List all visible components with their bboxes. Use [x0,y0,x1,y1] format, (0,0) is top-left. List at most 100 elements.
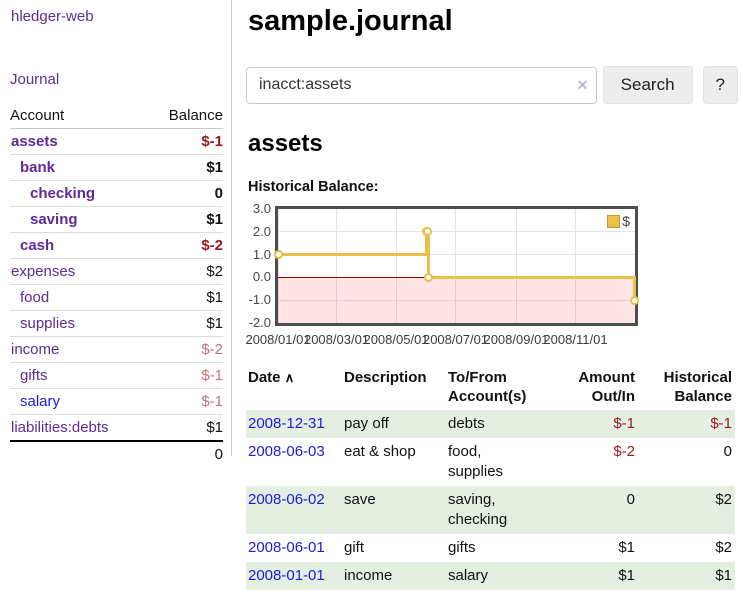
transaction-accounts: debts [448,415,485,432]
transaction-date-link[interactable]: 2008-12-31 [248,415,325,432]
negative-region [278,277,635,323]
y-tick-label: -2.0 [248,315,271,330]
account-link-salary[interactable]: salary [20,393,61,410]
account-balance: $-1 [147,362,223,389]
x-tick-label: 2008/01/01 [245,332,311,347]
help-button[interactable]: ? [702,66,738,104]
register-header-date-label: Date [248,369,281,386]
chart-legend: $ [607,213,630,229]
account-balance: $1 [147,414,223,441]
account-heading: assets [248,130,323,157]
line-segment [278,253,427,257]
transaction-accounts: saving, checking [448,491,508,528]
app-brand-link[interactable]: hledger-web [11,8,94,25]
transaction-date-link[interactable]: 2008-06-03 [248,443,325,460]
gridline-vertical [395,209,397,323]
gridline-vertical [515,209,517,323]
account-link-food[interactable]: food [20,289,50,306]
transaction-balance: $-1 [710,415,732,432]
line-segment [632,275,636,302]
accounts-total-value: 0 [147,440,223,467]
transaction-description: gift [344,539,365,556]
register-row: 2008-06-01 gift gifts $1 $2 [246,534,735,562]
account-link-expenses[interactable]: expenses [11,263,76,280]
account-link-supplies[interactable]: supplies [20,315,76,332]
register-header-accounts: To/From Account(s) [448,369,527,405]
account-row-food: food $1 [10,284,223,311]
account-row-liabilities-debts: liabilities:debts $1 [10,414,223,441]
account-balance: $1 [147,310,223,337]
line-segment [428,275,634,279]
account-link-liabilities-debts[interactable]: liabilities:debts [11,419,109,436]
accounts-header-account: Account [10,103,148,129]
register-header-date[interactable]: Date ∧ [246,364,342,410]
accounts-table-header: Account Balance [10,103,223,129]
account-link-cash[interactable]: cash [20,237,55,254]
chart-title: Historical Balance: [248,179,379,195]
account-row-bank: bank $1 [10,154,223,181]
account-link-saving[interactable]: saving [30,211,78,228]
transaction-date-link[interactable]: 2008-06-01 [248,539,325,556]
y-tick-label: 0.0 [252,269,271,285]
account-link-assets[interactable]: assets [11,133,58,150]
legend-label: $ [622,213,630,229]
data-point [273,250,283,260]
sidebar: hledger-web Journal Account Balance asse… [0,0,232,467]
accounts-header-balance: Balance [147,103,223,129]
register-header-description: Description [344,369,427,386]
y-tick-label: 3.0 [252,201,271,216]
account-balance: 0 [147,180,223,207]
account-row-checking: checking 0 [10,180,223,207]
transaction-amount: $1 [618,567,635,584]
transaction-accounts: salary [448,567,489,584]
legend-swatch [607,214,621,228]
gridline-vertical [575,209,576,323]
register-header-amount: Amount Out/In [578,369,635,405]
account-balance: $-1 [147,128,223,155]
page-title: sample.journal [248,5,453,37]
search-button[interactable]: Search [602,66,693,104]
account-link-gifts[interactable]: gifts [20,367,48,384]
main-content: sample.journal × Search ? assets Histori… [245,0,738,590]
y-tick-label: -1.0 [248,292,271,308]
register-header-balance: Historical Balance [663,369,732,405]
register-row: 2008-06-03 eat & shop food, supplies $-2… [246,438,735,486]
transaction-description: save [344,491,376,508]
account-link-checking[interactable]: checking [30,185,96,202]
chart-plot: $ [273,206,639,326]
clear-search-icon[interactable]: × [577,74,588,95]
transaction-amount: $-1 [613,415,635,432]
transaction-accounts: gifts [448,539,476,556]
account-balance: $-2 [147,232,223,259]
register-row: 2008-06-02 save saving, checking 0 $2 [246,486,735,534]
account-row-assets: assets $-1 [10,128,223,155]
gridline-vertical [277,209,279,323]
gridline-vertical [336,209,338,323]
account-balance: $1 [147,206,223,233]
transaction-description: income [344,567,393,584]
register-table: Date ∧ Description To/From Account(s) Am… [246,364,735,590]
account-balance: $-1 [147,388,223,415]
x-tick-label: 2008/03/01 [303,332,370,347]
sort-ascending-icon: ∧ [284,370,295,385]
y-tick-label: 2.0 [252,223,271,239]
data-point [422,227,432,237]
transaction-date-link[interactable]: 2008-06-02 [248,491,325,508]
chart-plot-area [273,209,639,323]
gridline-horizontal [278,231,635,233]
account-link-bank[interactable]: bank [20,159,56,176]
line-segment [424,230,428,257]
search-input[interactable] [246,66,597,104]
transaction-description: pay off [344,415,389,432]
transaction-balance: 0 [723,443,732,460]
account-balance: $2 [147,258,223,285]
transaction-date-link[interactable]: 2008-01-01 [248,567,325,584]
x-tick-label: 2008/11/01 [543,332,608,347]
gridline-vertical [455,209,457,323]
transaction-amount: $-2 [613,443,635,460]
data-point [629,295,639,305]
sidebar-item-journal[interactable]: Journal [10,71,60,88]
account-link-income[interactable]: income [11,341,60,358]
line-segment [426,230,430,279]
register-row: 2008-01-01 income salary $1 $1 [246,562,735,590]
